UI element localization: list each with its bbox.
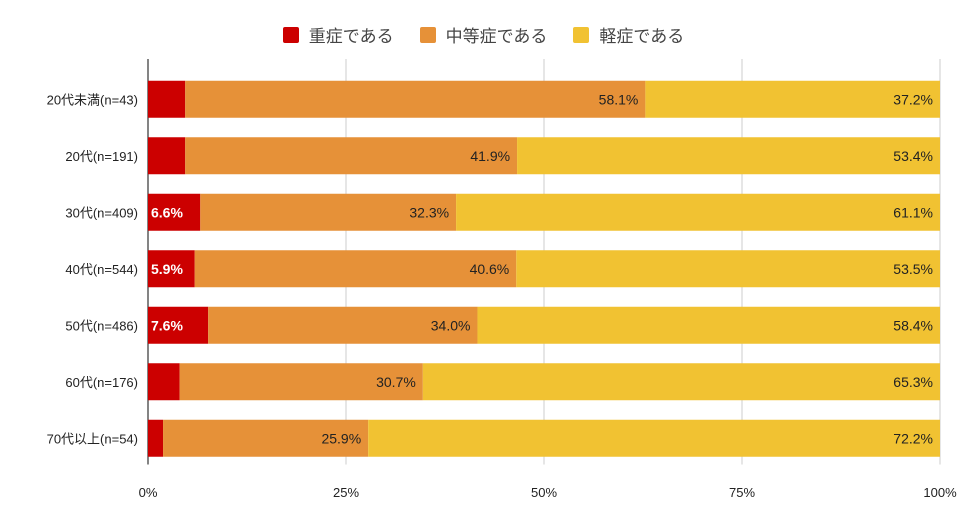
bar-segment: [368, 419, 940, 457]
bar-segment: [148, 363, 180, 401]
bar-segment: [517, 137, 940, 175]
data-label: 58.4%: [893, 317, 933, 333]
legend-label: 重症である: [308, 27, 394, 46]
legend-swatch: [282, 26, 299, 43]
bar-segment: [148, 80, 186, 118]
x-tick-label: 50%: [531, 485, 557, 500]
bar-segment: [185, 80, 646, 118]
legend: 重症である 中等症である 軽症である: [0, 22, 967, 47]
legend-swatch: [419, 26, 436, 43]
bar-segment: [208, 306, 478, 344]
data-label: 30.7%: [376, 374, 416, 390]
data-label: 58.1%: [599, 91, 639, 107]
bar-segment: [179, 363, 423, 401]
legend-item[interactable]: 重症である: [282, 22, 394, 47]
data-label: 32.3%: [409, 204, 449, 220]
legend-label: 中等症である: [445, 27, 548, 46]
x-tick-label: 25%: [333, 485, 359, 500]
data-label: 5.9%: [151, 261, 183, 277]
data-label: 41.9%: [470, 148, 510, 164]
y-tick-label: 20代未満(n=43): [47, 92, 138, 107]
y-tick-label: 30代(n=409): [65, 205, 138, 220]
data-label: 7.6%: [151, 317, 183, 333]
y-tick-label: 60代(n=176): [65, 375, 138, 390]
data-label: 37.2%: [893, 91, 933, 107]
data-label: 53.4%: [893, 148, 933, 164]
bar-segment: [148, 250, 195, 288]
y-tick-label: 50代(n=486): [65, 318, 138, 333]
bar-segment: [148, 419, 164, 457]
x-tick-label: 100%: [923, 485, 957, 500]
bar-segment: [477, 306, 940, 344]
bar-segment: [200, 193, 457, 231]
legend-swatch: [573, 26, 590, 43]
bar-segment: [422, 363, 941, 401]
bar-segment: [456, 193, 940, 231]
bar-segment: [194, 250, 517, 288]
x-tick-label: 75%: [729, 485, 755, 500]
bar-segment: [148, 306, 209, 344]
data-label: 53.5%: [893, 261, 933, 277]
data-label: 61.1%: [893, 204, 933, 220]
bar-segment: [163, 419, 369, 457]
data-label: 34.0%: [431, 317, 471, 333]
legend-label: 軽症である: [599, 27, 685, 46]
y-tick-label: 70代以上(n=54): [47, 431, 138, 446]
y-tick-label: 20代(n=191): [65, 149, 138, 164]
bar-segment: [148, 137, 186, 175]
data-label: 40.6%: [470, 261, 510, 277]
legend-item[interactable]: 軽症である: [573, 22, 684, 47]
data-label: 6.6%: [151, 204, 183, 220]
y-tick-label: 40代(n=544): [65, 262, 138, 277]
data-label: 65.3%: [893, 374, 933, 390]
data-label: 72.2%: [893, 430, 933, 446]
legend-item[interactable]: 中等症である: [419, 22, 548, 47]
bar-segment: [148, 193, 201, 231]
data-label: 25.9%: [321, 430, 361, 446]
bar-segment: [185, 137, 518, 175]
bar-segment: [645, 80, 940, 118]
x-tick-label: 0%: [139, 485, 158, 500]
bar-segment: [516, 250, 940, 288]
